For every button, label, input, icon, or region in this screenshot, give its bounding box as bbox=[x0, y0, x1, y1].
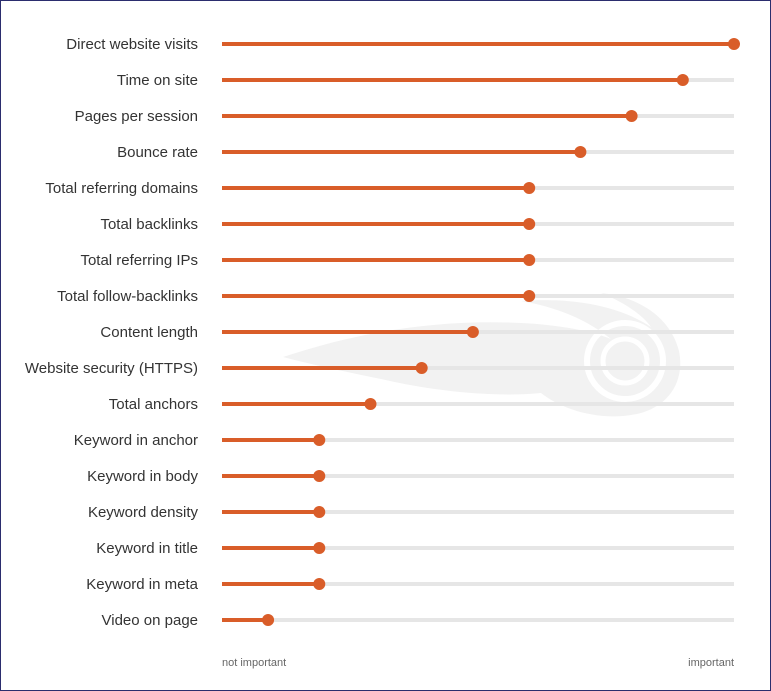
category-label: Keyword in title bbox=[96, 540, 198, 557]
chart-row: Total anchors bbox=[109, 396, 734, 413]
category-label: Total follow-backlinks bbox=[57, 288, 198, 305]
watermark-ring-outer bbox=[584, 320, 666, 402]
chart-row: Total backlinks bbox=[100, 216, 734, 233]
value-point bbox=[523, 254, 536, 266]
category-label: Total backlinks bbox=[100, 216, 198, 233]
value-point bbox=[466, 326, 479, 338]
category-label: Video on page bbox=[102, 612, 198, 629]
chart-row: Pages per session bbox=[75, 108, 734, 125]
chart-row: Content length bbox=[100, 324, 734, 341]
chart-row: Direct website visits bbox=[66, 36, 740, 53]
value-point bbox=[415, 362, 428, 374]
category-label: Time on site bbox=[117, 72, 198, 89]
value-point bbox=[574, 146, 587, 158]
value-point bbox=[676, 74, 689, 86]
chart-row: Keyword in title bbox=[96, 540, 734, 557]
chart-row: Keyword in anchor bbox=[74, 432, 734, 449]
category-label: Bounce rate bbox=[117, 144, 198, 161]
value-point bbox=[313, 434, 326, 446]
value-point bbox=[364, 398, 377, 410]
category-label: Keyword in meta bbox=[86, 576, 198, 593]
value-point bbox=[313, 542, 326, 554]
value-point bbox=[523, 218, 536, 230]
category-label: Content length bbox=[100, 324, 198, 341]
value-point bbox=[523, 290, 536, 302]
category-label: Total referring domains bbox=[45, 180, 198, 197]
category-label: Total referring IPs bbox=[80, 252, 198, 269]
value-point bbox=[313, 470, 326, 482]
value-point bbox=[625, 110, 638, 122]
category-label: Direct website visits bbox=[66, 36, 198, 53]
chart-row: Keyword density bbox=[88, 504, 734, 521]
value-point bbox=[523, 182, 536, 194]
axis-label-max: important bbox=[688, 657, 734, 669]
chart-row: Total referring domains bbox=[45, 180, 734, 197]
value-point bbox=[313, 506, 326, 518]
chart-row: Keyword in body bbox=[87, 468, 734, 485]
category-label: Keyword in body bbox=[87, 468, 198, 485]
axis-label-min: not important bbox=[222, 657, 286, 669]
chart-row: Keyword in meta bbox=[86, 576, 734, 593]
chart-row: Bounce rate bbox=[117, 144, 734, 161]
category-label: Website security (HTTPS) bbox=[25, 360, 198, 377]
value-point bbox=[313, 578, 326, 590]
value-point bbox=[262, 614, 275, 626]
chart-row: Total referring IPs bbox=[80, 252, 734, 269]
watermark-logo bbox=[283, 293, 681, 417]
chart-row: Video on page bbox=[102, 612, 734, 629]
chart-row: Total follow-backlinks bbox=[57, 288, 734, 305]
chart-row: Time on site bbox=[117, 72, 734, 89]
category-label: Keyword density bbox=[88, 504, 199, 521]
category-label: Total anchors bbox=[109, 396, 198, 413]
chart-row: Website security (HTTPS) bbox=[25, 360, 734, 377]
watermark-ring-inner bbox=[600, 336, 650, 386]
value-point bbox=[728, 38, 740, 50]
watermark-flame-shape bbox=[283, 293, 681, 417]
category-label: Pages per session bbox=[75, 108, 198, 125]
category-label: Keyword in anchor bbox=[74, 432, 198, 449]
